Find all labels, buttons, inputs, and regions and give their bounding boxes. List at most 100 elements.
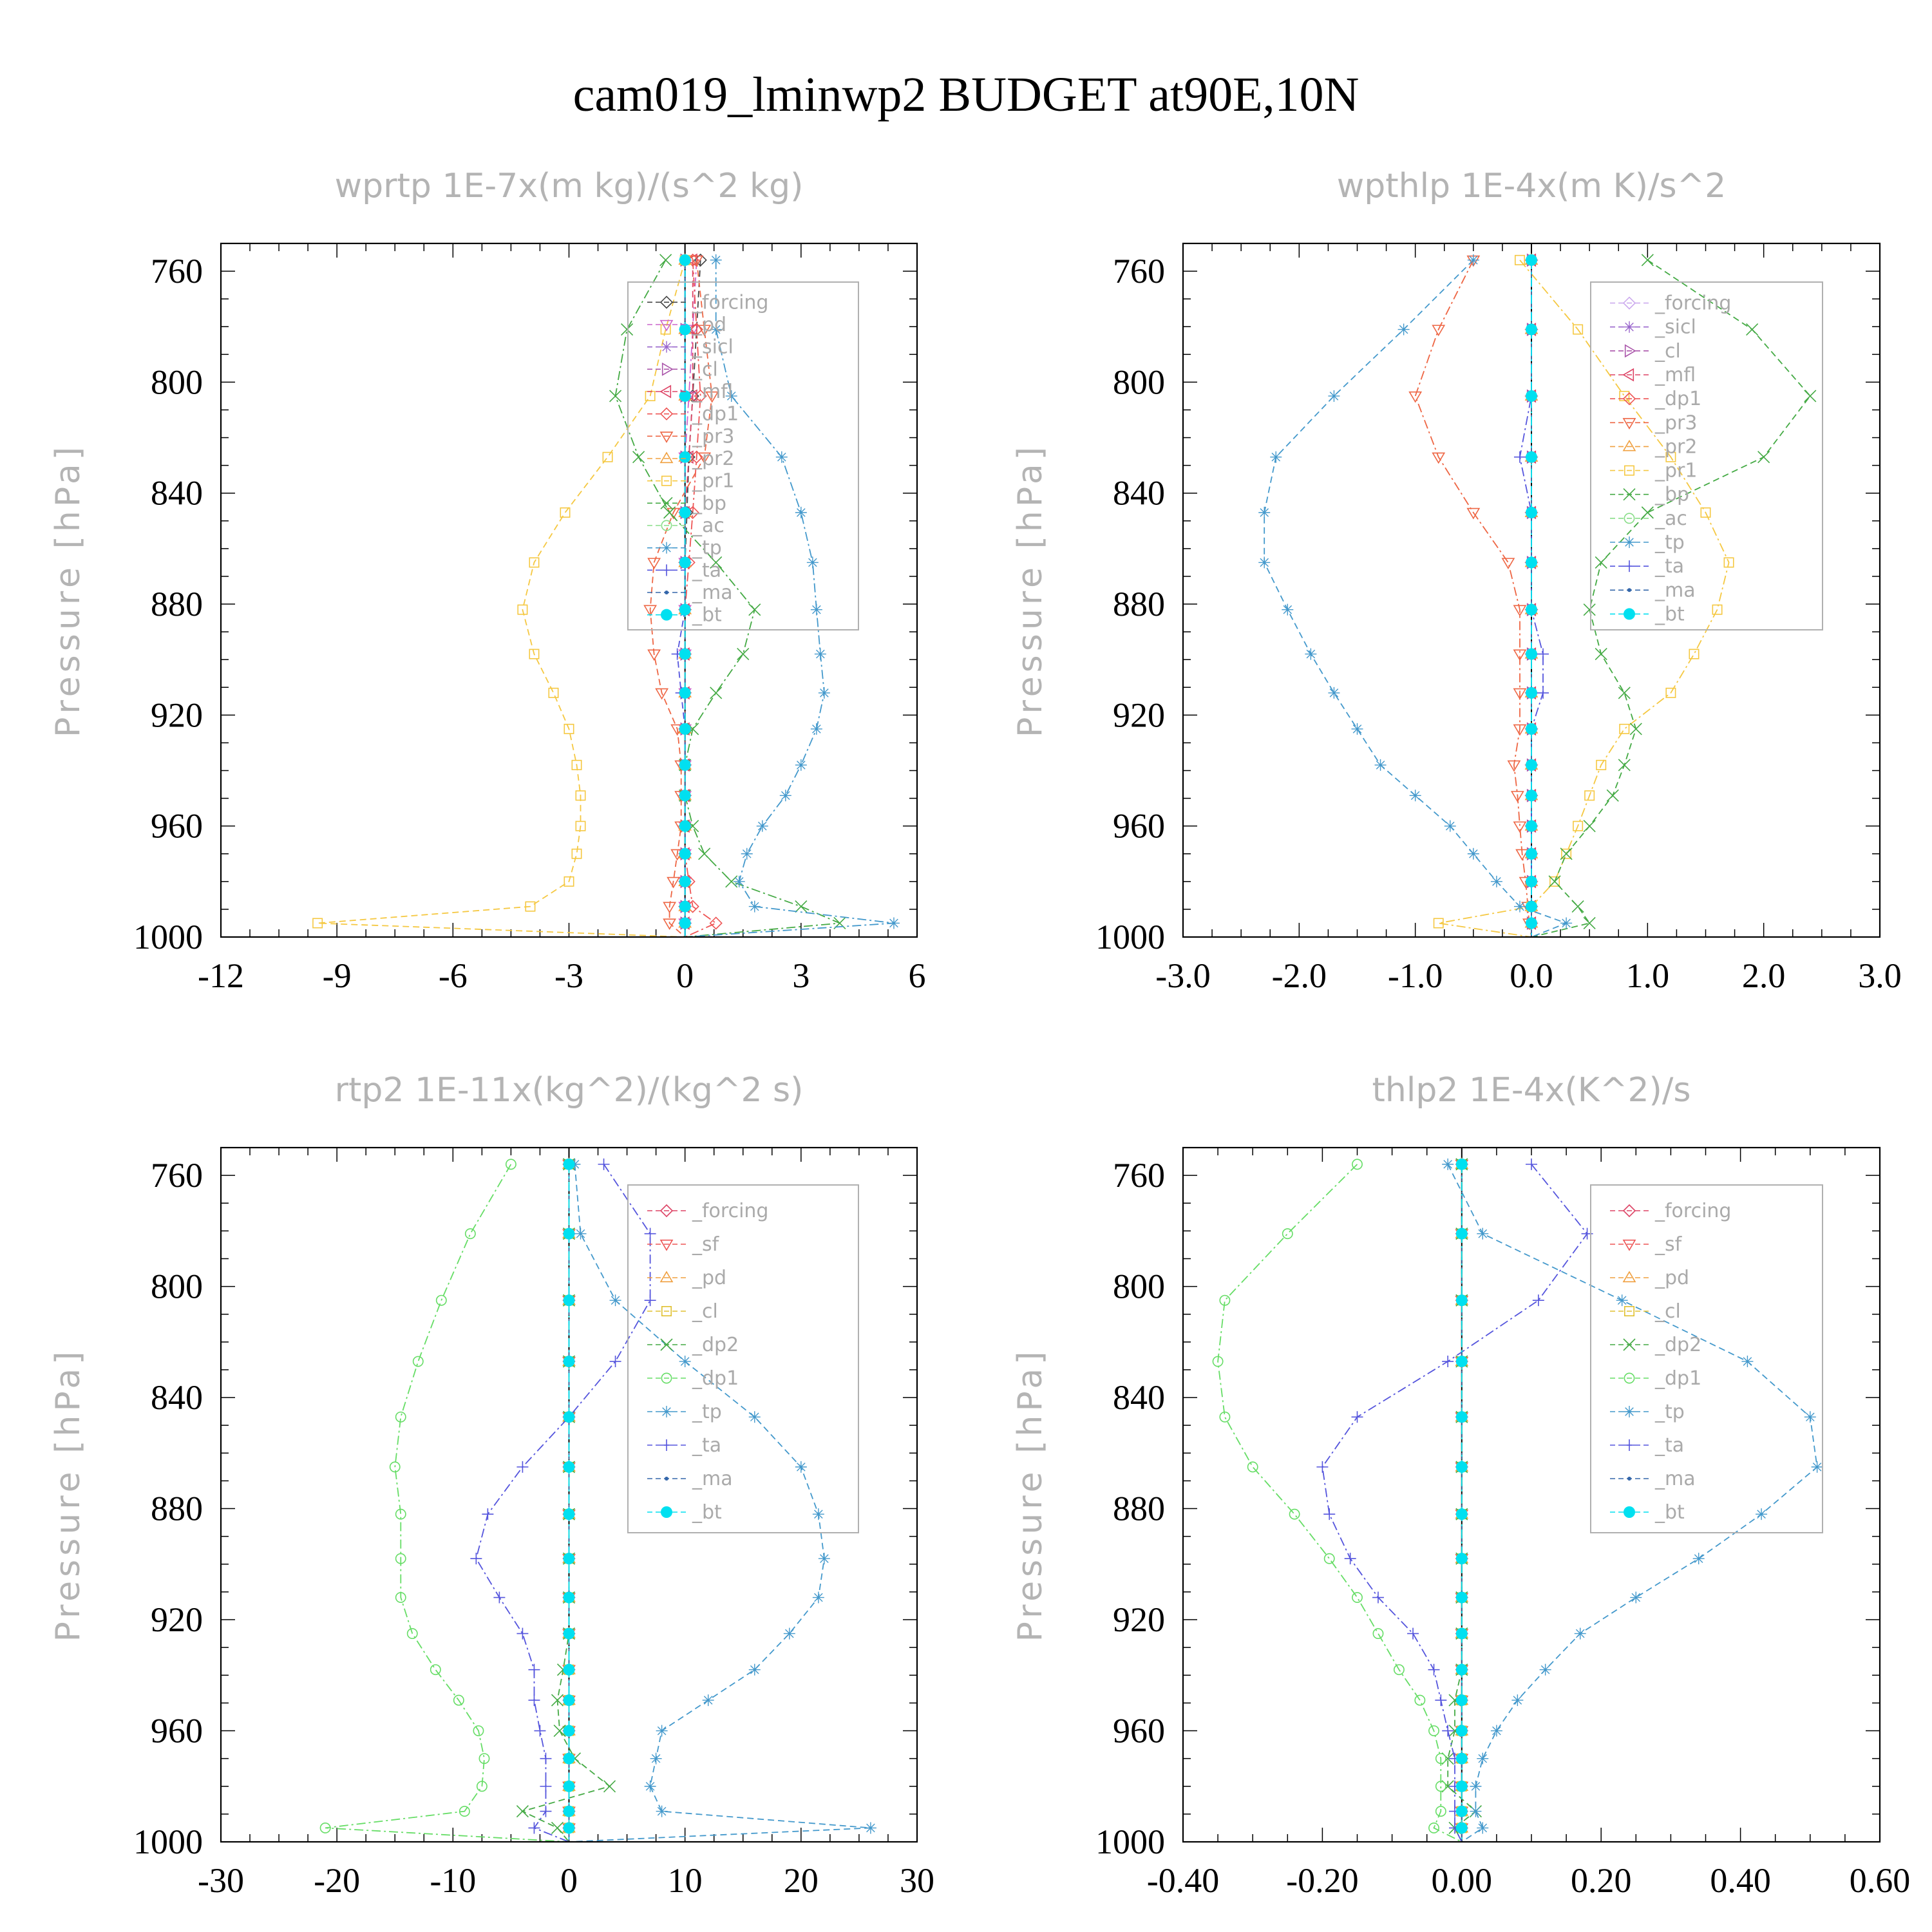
data-point <box>609 390 622 402</box>
data-point <box>430 1664 441 1676</box>
data-point <box>679 723 691 735</box>
legend-marker <box>1622 1271 1636 1283</box>
data-point <box>563 1752 575 1765</box>
data-point <box>1316 1461 1329 1473</box>
legend-entry: _bp <box>692 492 726 515</box>
legend-marker <box>661 609 672 621</box>
data-point <box>663 506 676 519</box>
x-tick-label: -9 <box>323 956 352 995</box>
data-point <box>710 254 722 266</box>
data-point <box>516 1461 529 1473</box>
series-bt <box>679 254 691 937</box>
data-point <box>571 848 582 859</box>
data-point <box>1477 1822 1489 1834</box>
data-point <box>563 1591 575 1604</box>
data-point <box>679 900 691 913</box>
series-line <box>317 260 686 938</box>
data-point <box>1573 324 1584 335</box>
data-point <box>525 901 536 912</box>
y-tick-label: 880 <box>1113 1490 1165 1528</box>
series-tp <box>569 1158 876 1842</box>
data-point <box>812 1591 824 1604</box>
data-point <box>818 1553 830 1565</box>
series-line <box>684 260 694 937</box>
data-point <box>1328 390 1340 402</box>
y-tick-label: 960 <box>151 1712 203 1750</box>
legend-entry: _forcing <box>1654 292 1731 315</box>
data-point <box>406 1628 418 1640</box>
data-point <box>1289 1508 1300 1520</box>
data-point <box>563 1780 575 1792</box>
data-point <box>516 1627 529 1640</box>
data-point <box>1397 323 1410 336</box>
x-tick-label: -12 <box>198 956 244 995</box>
legend-entry: _pr1 <box>1654 460 1697 482</box>
data-point <box>1630 1591 1642 1604</box>
data-point <box>1583 916 1596 930</box>
data-point <box>1455 1663 1468 1676</box>
legend-marker <box>1624 1306 1635 1317</box>
legend-marker <box>661 1306 672 1317</box>
data-point <box>563 1822 575 1834</box>
data-point <box>643 605 658 617</box>
series-line <box>1447 1164 1818 1842</box>
legend-box <box>1590 1184 1823 1533</box>
legend-entry: _ma <box>692 582 733 604</box>
data-point <box>1247 1461 1258 1473</box>
legend-marker <box>1622 1239 1636 1251</box>
data-point <box>702 1694 714 1707</box>
data-point <box>389 1461 401 1473</box>
data-point <box>1305 648 1317 660</box>
x-tick-label: -1.0 <box>1388 956 1443 995</box>
legend-marker <box>661 362 674 376</box>
data-point <box>679 603 691 616</box>
data-point <box>563 1158 575 1170</box>
data-point <box>1526 506 1537 518</box>
x-tick-label: 30 <box>900 1861 934 1900</box>
data-point <box>1526 390 1537 402</box>
y-tick-label: 880 <box>151 585 203 623</box>
axes-frame <box>220 242 918 938</box>
x-tick-label: 1.0 <box>1626 956 1670 995</box>
data-point <box>563 1294 575 1307</box>
data-point <box>679 556 691 569</box>
data-point <box>1432 325 1446 337</box>
data-point <box>705 391 719 403</box>
legend-entry: _dp1 <box>1654 388 1701 410</box>
data-point <box>1428 1822 1439 1833</box>
data-point <box>679 390 691 402</box>
data-point <box>534 1725 546 1737</box>
data-point <box>697 325 712 337</box>
data-point <box>795 1461 807 1473</box>
data-point <box>818 687 830 699</box>
data-point <box>563 1627 575 1640</box>
x-tick-label: 20 <box>784 1861 819 1900</box>
data-point <box>1507 760 1521 772</box>
data-point <box>1616 1294 1628 1307</box>
data-point <box>1595 648 1607 661</box>
data-point <box>1756 1508 1768 1520</box>
panel-title: wprtp 1E-7x(m kg)/(s^2 kg) <box>335 167 804 205</box>
data-point <box>470 1553 482 1565</box>
data-point <box>679 254 691 266</box>
data-point <box>1741 1356 1754 1368</box>
data-point <box>1561 848 1572 859</box>
series-ta <box>1316 1158 1593 1842</box>
data-point <box>569 1158 581 1170</box>
data-point <box>1372 1591 1384 1604</box>
data-point <box>1526 323 1537 336</box>
data-point <box>563 1508 575 1520</box>
x-tick-label: 0 <box>560 1861 578 1900</box>
series-line <box>475 1164 651 1842</box>
data-point <box>1513 724 1527 736</box>
data-point <box>864 1822 876 1834</box>
data-point <box>1618 687 1631 699</box>
data-point <box>737 648 750 661</box>
data-point <box>1513 605 1527 617</box>
data-point <box>1328 687 1340 699</box>
legend-entry: _sf <box>1654 1233 1683 1256</box>
legend-box <box>1590 281 1823 630</box>
series-line <box>520 1164 611 1842</box>
legend-entry: _pr3 <box>692 425 734 448</box>
